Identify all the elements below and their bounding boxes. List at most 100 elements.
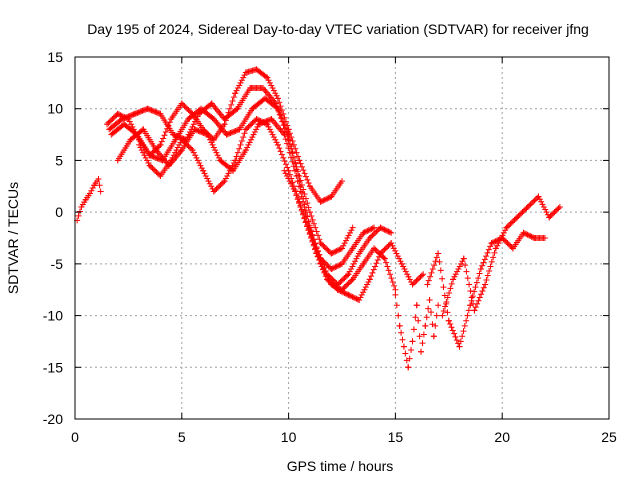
data-point: [504, 223, 511, 230]
data-point: [496, 237, 503, 244]
data-point: [184, 105, 191, 112]
data-point: [465, 307, 472, 314]
data-point: [193, 154, 200, 161]
data-point: [348, 293, 355, 300]
data-point: [238, 77, 245, 84]
data-point: [180, 138, 187, 145]
data-point: [344, 235, 351, 241]
data-point: [202, 172, 209, 179]
data-point: [368, 225, 375, 232]
data-point: [325, 247, 332, 254]
data-point: [272, 90, 279, 97]
data-point: [382, 245, 389, 252]
data-point: [529, 234, 536, 241]
data-point: [522, 206, 529, 213]
data-point: [193, 116, 200, 123]
data-point: [524, 203, 531, 210]
data-point: [349, 224, 356, 231]
data-point: [447, 320, 454, 327]
data-point: [178, 100, 185, 107]
data-point: [283, 172, 290, 179]
data-point: [278, 115, 285, 122]
data-point: [157, 141, 164, 148]
data-point: [390, 245, 397, 252]
data-point: [357, 294, 364, 301]
data-point: [399, 336, 406, 343]
data-point: [332, 284, 339, 291]
data-point: [138, 147, 145, 154]
data-point: [274, 95, 281, 102]
data-point: [314, 232, 321, 239]
data-point: [201, 170, 208, 177]
data-point: [384, 263, 391, 270]
data-point: [251, 128, 258, 135]
data-point: [400, 263, 407, 270]
data-point: [88, 187, 95, 194]
data-point: [158, 138, 165, 145]
data-point: [345, 291, 352, 298]
data-point: [272, 136, 279, 143]
data-point: [212, 147, 219, 154]
data-point: [345, 271, 352, 278]
data-point: [353, 295, 360, 302]
data-point: [205, 178, 212, 185]
data-point: [400, 343, 407, 350]
data-point: [388, 275, 395, 282]
data-point: [217, 181, 224, 188]
data-point: [505, 241, 512, 248]
data-point: [237, 79, 244, 86]
data-point: [139, 107, 146, 114]
data-point: [457, 338, 464, 345]
data-point: [269, 85, 276, 92]
data-point: [250, 131, 257, 138]
data-point: [475, 297, 482, 304]
data-point: [321, 196, 328, 203]
data-point: [293, 172, 300, 179]
data-point: [348, 266, 355, 273]
data-point: [264, 74, 271, 81]
x-tick-label: 15: [388, 429, 404, 445]
data-point: [523, 231, 530, 238]
data-point: [471, 288, 478, 295]
data-point: [317, 260, 324, 267]
data-point: [256, 117, 263, 124]
data-point: [226, 105, 233, 112]
data-point: [280, 118, 287, 125]
data-point: [336, 280, 343, 287]
data-point: [281, 121, 288, 128]
data-point: [325, 277, 332, 284]
data-point: [181, 139, 188, 146]
data-point: [440, 308, 447, 315]
data-point: [398, 329, 405, 336]
data-point: [437, 267, 444, 274]
data-point: [329, 281, 336, 288]
data-point: [97, 188, 104, 195]
data-point: [244, 144, 251, 151]
data-point: [246, 139, 253, 146]
data-point: [338, 277, 345, 284]
data-point: [374, 227, 381, 234]
data-point: [344, 272, 351, 279]
data-point: [364, 281, 371, 288]
data-point: [308, 235, 315, 241]
data-point: [366, 235, 373, 241]
data-point: [196, 128, 203, 135]
data-point: [373, 260, 380, 267]
data-point: [141, 152, 148, 159]
data-point: [464, 275, 471, 282]
data-point: [418, 272, 425, 279]
data-point: [250, 118, 257, 125]
data-point: [520, 229, 527, 236]
data-point: [444, 309, 451, 316]
data-point: [322, 196, 329, 203]
data-point: [354, 253, 361, 260]
data-point: [397, 258, 404, 265]
data-point: [488, 258, 495, 265]
data-point: [290, 185, 297, 192]
data-point: [381, 255, 388, 262]
data-point: [333, 263, 340, 270]
data-point: [297, 188, 304, 195]
series-arc-7: [281, 167, 427, 304]
data-point: [277, 112, 284, 119]
data-point: [423, 314, 430, 321]
